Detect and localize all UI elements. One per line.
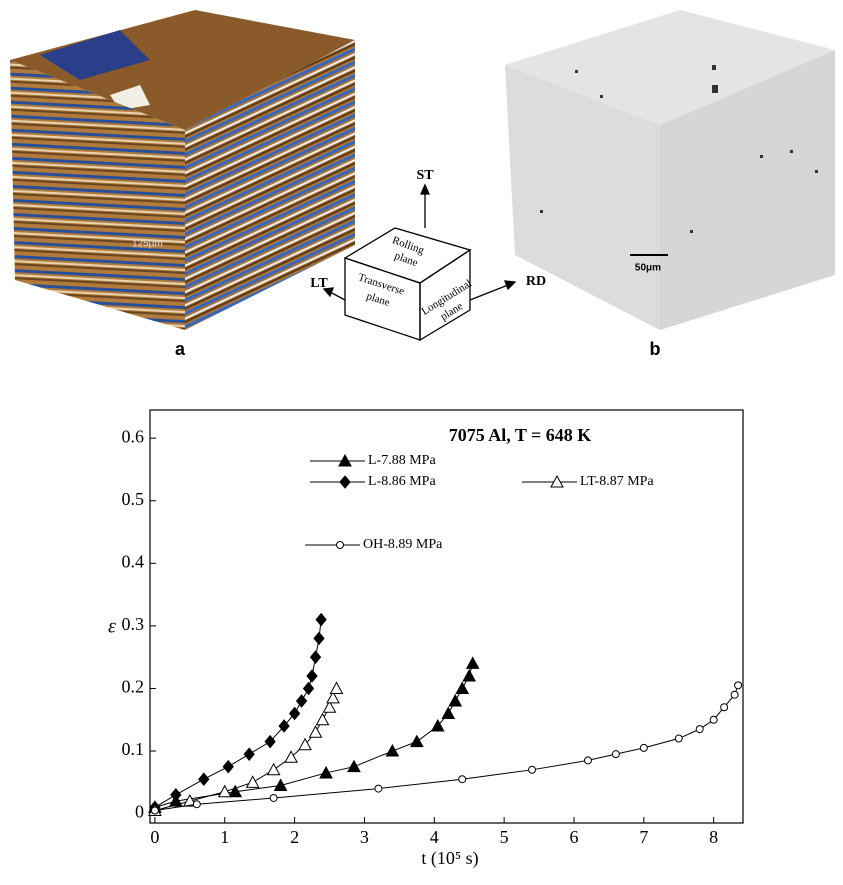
legend-label: LT-8.87 MPa <box>580 474 654 489</box>
marker <box>193 801 200 808</box>
panel-label: b <box>650 339 661 359</box>
y-tick-label: 0.1 <box>122 739 145 759</box>
series-line <box>155 685 738 810</box>
marker <box>314 632 324 644</box>
x-tick-label: 3 <box>360 827 369 847</box>
marker <box>330 682 342 693</box>
marker <box>316 614 326 626</box>
chart-title: 7075 Al, T = 648 K <box>449 425 592 445</box>
axis-label: ST <box>416 168 434 183</box>
marker <box>348 761 360 772</box>
figure: 125μm a 50μm b ST LT RD Rolling plane Tr… <box>0 0 843 880</box>
legend-label: L-7.88 MPa <box>368 453 436 468</box>
x-tick-label: 5 <box>500 827 509 847</box>
marker <box>268 764 280 775</box>
scale-bar-label: 125μm <box>132 239 163 250</box>
x-tick-label: 1 <box>220 827 229 847</box>
marker <box>244 748 254 760</box>
marker <box>731 691 738 698</box>
marker <box>219 786 231 797</box>
cube-a <box>10 10 355 330</box>
marker <box>529 766 536 773</box>
y-tick-label: 0 <box>135 802 144 822</box>
plot-frame <box>150 410 743 823</box>
marker <box>151 807 158 814</box>
x-tick-label: 6 <box>569 827 578 847</box>
y-tick-label: 0.4 <box>122 551 145 571</box>
marker <box>307 670 317 682</box>
marker <box>696 726 703 733</box>
marker <box>467 657 479 668</box>
marker <box>171 789 181 801</box>
marker <box>310 726 322 737</box>
marker <box>411 736 423 747</box>
marker <box>247 776 259 787</box>
marker <box>584 757 591 764</box>
panel-label: a <box>175 339 186 359</box>
marker <box>223 761 233 773</box>
marker <box>675 735 682 742</box>
scale-bar-label: 50μm <box>635 263 661 274</box>
axis-label: LT <box>310 276 328 291</box>
marker <box>612 751 619 758</box>
x-tick-label: 0 <box>150 827 159 847</box>
marker <box>275 779 287 790</box>
x-axis-label: t (10⁵ s) <box>421 848 478 869</box>
y-axis-label: ε <box>108 616 116 638</box>
marker <box>337 542 344 549</box>
cube-b <box>505 10 835 330</box>
marker <box>459 776 466 783</box>
x-tick-label: 8 <box>709 827 718 847</box>
marker <box>340 476 350 488</box>
y-tick-label: 0.6 <box>122 426 145 446</box>
marker <box>640 744 647 751</box>
marker <box>386 745 398 756</box>
marker <box>375 785 382 792</box>
legend-label: L-8.86 MPa <box>368 474 436 489</box>
y-tick-label: 0.3 <box>122 614 145 634</box>
marker <box>456 682 468 693</box>
marker <box>311 651 321 663</box>
x-tick-label: 2 <box>290 827 299 847</box>
marker <box>297 695 307 707</box>
axis-label: RD <box>526 274 546 289</box>
marker <box>304 682 314 694</box>
x-tick-label: 4 <box>430 827 439 847</box>
marker <box>710 716 717 723</box>
y-tick-label: 0.2 <box>122 677 145 697</box>
x-tick-label: 7 <box>639 827 648 847</box>
marker <box>721 704 728 711</box>
marker <box>270 794 277 801</box>
marker <box>442 707 454 718</box>
marker <box>463 670 475 681</box>
legend-label: OH-8.89 MPa <box>363 537 443 552</box>
marker <box>199 773 209 785</box>
marker <box>449 695 461 706</box>
y-tick-label: 0.5 <box>122 489 145 509</box>
marker <box>735 682 742 689</box>
plane-label: plane <box>365 290 391 309</box>
marker <box>317 714 329 725</box>
